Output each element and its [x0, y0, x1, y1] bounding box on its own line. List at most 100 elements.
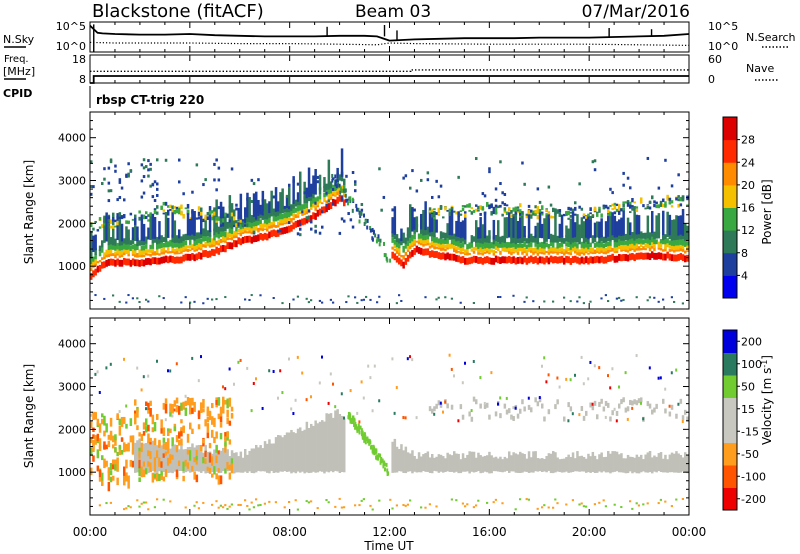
- power-cell: [519, 241, 522, 248]
- power-cell: [468, 242, 471, 249]
- power-cell: [171, 256, 174, 263]
- power-cell: [118, 300, 121, 303]
- velocity-cell: [497, 402, 499, 406]
- power-cell: [351, 225, 355, 229]
- power-cell: [497, 256, 500, 264]
- velocity-cell: [461, 414, 465, 420]
- power-cell: [536, 206, 540, 210]
- power-cell: [470, 207, 474, 210]
- power-cell: [335, 184, 338, 189]
- power-cell: [116, 242, 119, 250]
- velocity-cell: [189, 450, 192, 457]
- power-cell: [574, 222, 577, 238]
- power-cell: [466, 247, 469, 253]
- noise-right-tick-top: 10^5: [708, 20, 738, 33]
- power-cell: [90, 185, 93, 189]
- power-cell: [171, 234, 174, 243]
- velocity-cell: [609, 386, 612, 390]
- power-cell: [142, 214, 146, 220]
- power-cell: [316, 201, 320, 206]
- power-cell: [376, 237, 379, 242]
- power-cell: [624, 244, 628, 250]
- velocity-cell: [525, 498, 528, 501]
- velocity-cell: [635, 502, 638, 505]
- power-cell: [153, 208, 157, 210]
- power-cell: [576, 248, 579, 253]
- power-cell: [136, 237, 139, 247]
- power-cell: [464, 238, 467, 245]
- power-cell: [202, 244, 205, 248]
- velocity-cell: [499, 456, 502, 472]
- power-cell: [246, 219, 249, 223]
- velocity-cell: [431, 453, 434, 474]
- velocity-cell: [98, 423, 102, 433]
- power-cell: [127, 258, 130, 266]
- power-cell: [622, 207, 625, 211]
- power-cell: [217, 166, 221, 170]
- velocity-cell: [228, 505, 231, 508]
- power-cell: [602, 205, 606, 210]
- velocity-cell: [435, 456, 438, 472]
- power-cell: [545, 213, 548, 216]
- power-cell: [618, 204, 621, 209]
- power-cell: [125, 174, 128, 178]
- power-cell: [613, 205, 617, 210]
- velocity-cell: [593, 364, 596, 368]
- power-cell: [134, 253, 137, 258]
- power-cell: [123, 251, 126, 256]
- power-cell: [281, 218, 284, 224]
- power-cell: [673, 248, 676, 253]
- velocity-cell: [545, 455, 548, 473]
- power-cell: [281, 227, 284, 235]
- velocity-cell: [211, 418, 214, 425]
- velocity-cell: [228, 420, 232, 426]
- velocity-colorbar-segment: [723, 352, 737, 376]
- velocity-cell: [222, 506, 225, 509]
- velocity-colorbar-segment: [723, 330, 737, 353]
- velocity-cell: [114, 459, 117, 468]
- power-cell: [244, 219, 247, 223]
- noise-search-line: [89, 41, 690, 46]
- power-cell: [675, 215, 678, 237]
- velocity-cell: [543, 416, 546, 422]
- power-cell: [140, 245, 144, 251]
- power-cell: [556, 235, 559, 243]
- power-cell: [94, 254, 97, 260]
- power-cell: [296, 295, 299, 298]
- velocity-cell: [350, 419, 353, 424]
- power-cell: [514, 248, 518, 253]
- velocity-cell: [213, 436, 216, 444]
- velocity-cell: [530, 407, 533, 413]
- power-cell: [536, 248, 540, 253]
- velocity-cell: [109, 417, 113, 427]
- power-cell: [294, 214, 298, 219]
- power-cell: [125, 226, 128, 241]
- power-cell: [391, 217, 394, 234]
- power-cell: [657, 186, 661, 190]
- power-cell: [255, 195, 258, 199]
- velocity-cell: [219, 416, 223, 423]
- power-cell: [336, 196, 339, 204]
- velocity-cell: [147, 508, 150, 511]
- velocity-cell: [125, 423, 128, 429]
- power-cell: [215, 216, 218, 221]
- power-cell: [92, 260, 95, 266]
- power-cell: [633, 206, 636, 210]
- power-cell: [615, 241, 619, 248]
- power-cell: [310, 199, 313, 207]
- power-cell: [609, 204, 612, 207]
- power-cell: [499, 236, 502, 244]
- power-cell: [461, 251, 465, 254]
- velocity-cell: [360, 428, 363, 433]
- power-cell: [114, 238, 117, 246]
- power-cell: [633, 254, 636, 262]
- velocity-cell: [622, 458, 625, 473]
- power-cell: [318, 299, 321, 302]
- power-cell: [180, 250, 183, 254]
- velocity-cell: [215, 455, 218, 464]
- power-cell: [651, 246, 654, 249]
- velocity-cell: [211, 473, 214, 478]
- power-cell: [629, 232, 632, 240]
- power-cell: [200, 211, 203, 216]
- power-cell: [538, 251, 542, 254]
